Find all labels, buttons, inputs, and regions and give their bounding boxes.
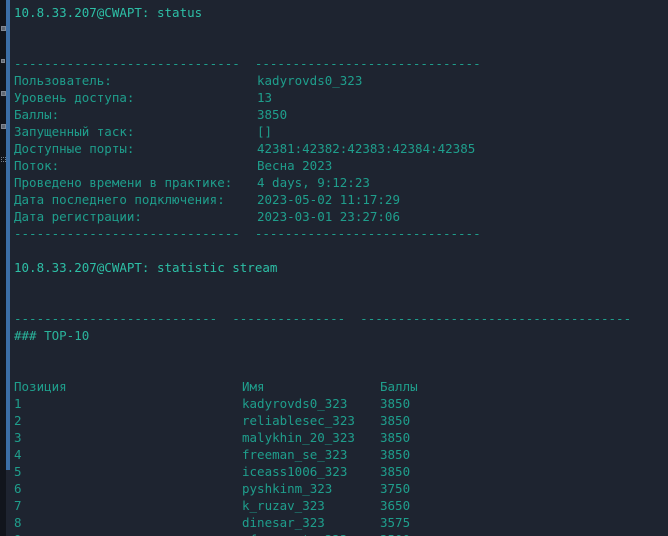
- row-score: 3575: [380, 515, 411, 530]
- status-key: Пользователь:: [14, 73, 112, 88]
- window-icon[interactable]: [0, 124, 6, 129]
- row-position: 9: [14, 531, 242, 536]
- separator-status-bottom: ------------------------------ ---------…: [14, 226, 481, 241]
- prompt-line-statistic: 10.8.33.207@CWAPT: statistic stream: [14, 259, 668, 276]
- status-key: Проведено времени в практике:: [14, 175, 233, 190]
- row-score: 3850: [380, 447, 411, 462]
- row-name: freeman_se_323: [242, 447, 348, 462]
- blank-line: .: [14, 361, 668, 378]
- blank-line: .: [14, 38, 668, 55]
- row-score: 3850: [380, 464, 411, 479]
- status-value: 2023-05-02 11:17:29: [257, 192, 400, 207]
- table-row: 1 kadyrovds0_323 3850: [14, 395, 668, 412]
- row-name: kadyrovds0_323: [242, 396, 348, 411]
- column-header-score: Баллы: [380, 379, 418, 394]
- status-key: Дата регистрации:: [14, 209, 142, 224]
- status-value: kadyrovds0_323: [257, 73, 363, 88]
- table-row: 8 dinesar_323 3575: [14, 514, 668, 531]
- status-row: Доступные порты: 42381:42382:42383:42384…: [14, 140, 668, 157]
- status-value: 3850: [257, 107, 288, 122]
- status-key: Уровень доступа:: [14, 90, 135, 105]
- window-icon[interactable]: [0, 26, 6, 31]
- blank-line: .: [14, 276, 668, 293]
- row-name: pyshkinm_323: [242, 481, 333, 496]
- separator-status-top: ------------------------------ ---------…: [14, 56, 481, 71]
- blank-line: .: [14, 293, 668, 310]
- row-position: 8: [14, 515, 22, 530]
- status-value: 4 days, 9:12:23: [257, 175, 370, 190]
- status-row: Пользователь: kadyrovds0_323: [14, 72, 668, 89]
- row-score: 3750: [380, 481, 411, 496]
- row-score: 3650: [380, 498, 411, 513]
- status-row: Проведено времени в практике: 4 days, 9:…: [14, 174, 668, 191]
- blank-line: .: [14, 242, 668, 259]
- row-name: iceass1006_323: [242, 464, 348, 479]
- terminal-output[interactable]: 10.8.33.207@CWAPT: status . . ----------…: [10, 0, 668, 536]
- cursor-icon[interactable]: [1, 59, 5, 63]
- row-position: 3: [14, 430, 22, 445]
- table-header-row: Позиция Имя Баллы: [14, 378, 668, 395]
- status-row: Дата регистрации: 2023-03-01 23:27:06: [14, 208, 668, 225]
- status-row: Баллы: 3850: [14, 106, 668, 123]
- status-key: Дата последнего подключения:: [14, 192, 225, 207]
- column-header-position: Позиция: [14, 379, 67, 394]
- row-name: efremov_te_323: [242, 531, 380, 536]
- column-header-name: Имя: [242, 379, 265, 394]
- prompt-host: 10.8.33.207@CWAPT:: [14, 5, 150, 20]
- row-name: reliablesec_323: [242, 413, 355, 428]
- row-position: 6: [14, 481, 22, 496]
- blank-line: .: [14, 21, 668, 38]
- icon-rail: [0, 0, 6, 536]
- status-value: 42381:42382:42383:42384:42385: [257, 141, 476, 156]
- table-row: 2 reliablesec_323 3850: [14, 412, 668, 429]
- status-row: Дата последнего подключения: 2023-05-02 …: [14, 191, 668, 208]
- prompt-command: statistic stream: [157, 260, 278, 275]
- row-position: 2: [14, 413, 22, 428]
- separator-stats-top: --------------------------- ------------…: [14, 311, 632, 326]
- status-row: Уровень доступа: 13: [14, 89, 668, 106]
- status-value: Весна 2023: [257, 158, 333, 173]
- row-position: 7: [14, 498, 22, 513]
- status-value: []: [257, 124, 273, 139]
- table-row: 7 k_ruzav_323 3650: [14, 497, 668, 514]
- status-row: Запущенный таск: []: [14, 123, 668, 140]
- row-position: 4: [14, 447, 22, 462]
- table-row: 9 efremov_te_323 3500: [14, 531, 668, 536]
- blank-line: .: [14, 344, 668, 361]
- row-position: 5: [14, 464, 22, 479]
- table-row: 6 pyshkinm_323 3750: [14, 480, 668, 497]
- row-score: 3850: [380, 430, 411, 445]
- row-position: 1: [14, 396, 22, 411]
- row-name: dinesar_323: [242, 515, 325, 530]
- status-key: Поток:: [14, 158, 60, 173]
- prompt-command: status: [157, 5, 203, 20]
- status-key: Баллы:: [14, 107, 60, 122]
- accent-bar: [6, 0, 10, 470]
- row-score: 3500: [380, 531, 668, 536]
- status-row: Поток: Весна 2023: [14, 157, 668, 174]
- status-key: Доступные порты:: [14, 141, 135, 156]
- prompt-line-status: 10.8.33.207@CWAPT: status: [14, 4, 668, 21]
- table-row: 4 freeman_se_323 3850: [14, 446, 668, 463]
- status-value: 2023-03-01 23:27:06: [257, 209, 400, 224]
- row-score: 3850: [380, 413, 411, 428]
- row-name: malykhin_20_323: [242, 430, 355, 445]
- status-value: 13: [257, 90, 273, 105]
- status-key: Запущенный таск:: [14, 124, 135, 139]
- stats-heading: ### TOP-10: [14, 328, 90, 343]
- row-name: k_ruzav_323: [242, 498, 325, 513]
- window-icon[interactable]: [0, 91, 6, 96]
- table-row: 3 malykhin_20_323 3850: [14, 429, 668, 446]
- prompt-host: 10.8.33.207@CWAPT:: [14, 260, 150, 275]
- grid-icon[interactable]: [0, 157, 6, 162]
- table-row: 5 iceass1006_323 3850: [14, 463, 668, 480]
- row-score: 3850: [380, 396, 411, 411]
